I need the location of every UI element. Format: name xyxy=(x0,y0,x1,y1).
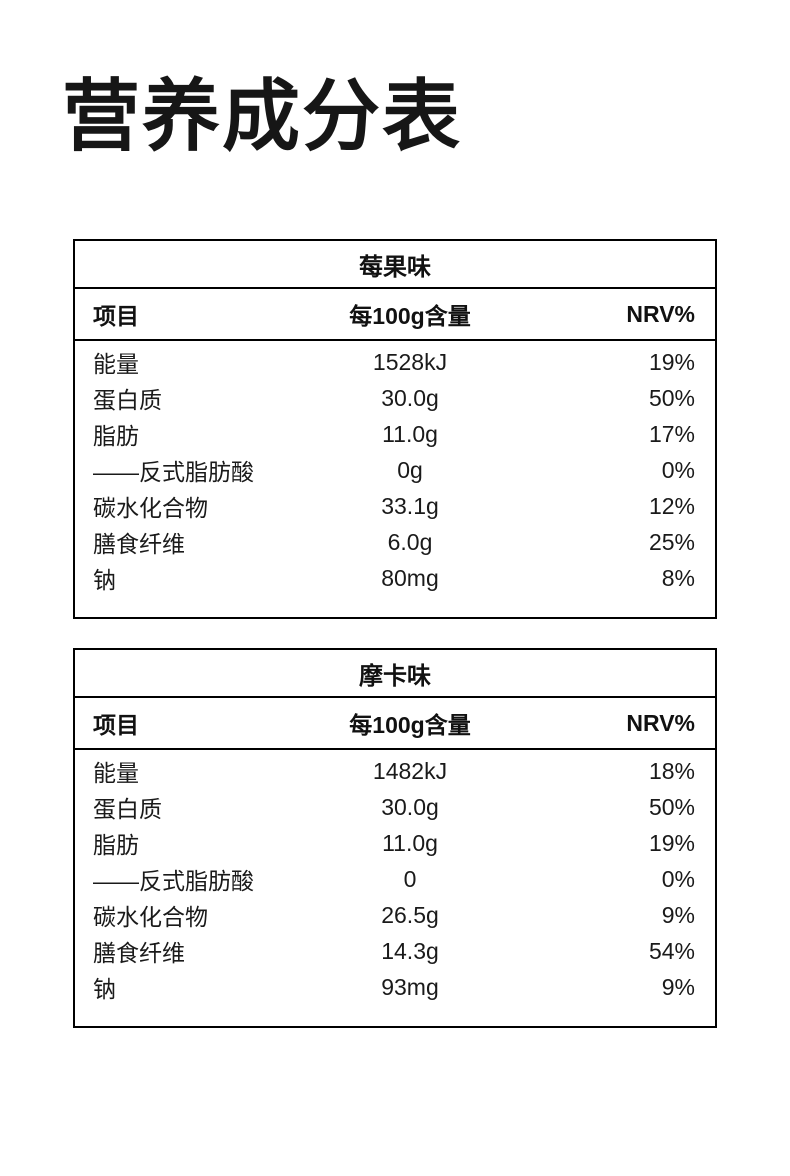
row-nrv: 25% xyxy=(648,528,695,555)
row-label: 能量 xyxy=(93,760,139,786)
flavor-title-berry: 莓果味 xyxy=(75,241,715,289)
row-value: 0g xyxy=(397,456,423,483)
row-value: 11.0g xyxy=(382,829,438,856)
table-row: 钠 93mg 9% xyxy=(75,969,715,1005)
row-label: 蛋白质 xyxy=(93,387,162,413)
row-value: 30.0g xyxy=(381,793,439,820)
table-header-row: 项目 每100g含量 NRV% xyxy=(75,289,715,341)
row-value: 11.0g xyxy=(382,420,438,447)
nutrition-table-mocha: 摩卡味 项目 每100g含量 NRV% 能量 1482kJ 18% 蛋白质 30… xyxy=(73,648,717,1028)
table-row: 钠 80mg 8% xyxy=(75,560,715,596)
row-nrv: 8% xyxy=(661,564,695,591)
nutrition-table-berry: 莓果味 项目 每100g含量 NRV% 能量 1528kJ 19% 蛋白质 30… xyxy=(73,239,717,619)
row-value: 26.5g xyxy=(381,901,439,928)
row-label: 脂肪 xyxy=(93,423,139,449)
row-nrv: 0% xyxy=(661,456,695,483)
table-row: 碳水化合物 33.1g 12% xyxy=(75,488,715,524)
col-header-item: 项目 xyxy=(93,712,139,738)
col-header-per100g: 每100g含量 xyxy=(349,303,471,329)
row-value: 30.0g xyxy=(381,384,439,411)
table-row: 膳食纤维 14.3g 54% xyxy=(75,933,715,969)
row-label: 碳水化合物 xyxy=(93,904,208,930)
row-value: 1528kJ xyxy=(372,348,448,375)
table-row: 能量 1528kJ 19% xyxy=(75,344,715,380)
row-value: 0 xyxy=(403,865,417,892)
table-row: ——反式脂肪酸 0g 0% xyxy=(75,452,715,488)
row-nrv: 18% xyxy=(648,757,695,784)
table-row: 膳食纤维 6.0g 25% xyxy=(75,524,715,560)
flavor-title-mocha: 摩卡味 xyxy=(75,650,715,698)
table-row: 脂肪 11.0g 19% xyxy=(75,825,715,861)
table-body: 能量 1482kJ 18% 蛋白质 30.0g 50% 脂肪 11.0g 19%… xyxy=(75,750,715,1026)
table-row: 碳水化合物 26.5g 9% xyxy=(75,897,715,933)
table-row: 蛋白质 30.0g 50% xyxy=(75,380,715,416)
page-title: 营养成分表 xyxy=(62,72,463,160)
row-nrv: 19% xyxy=(648,829,695,856)
row-nrv: 9% xyxy=(661,901,695,928)
row-label: 蛋白质 xyxy=(93,796,162,822)
row-nrv: 12% xyxy=(648,492,695,519)
row-nrv: 9% xyxy=(661,973,695,1000)
col-header-nrv: NRV% xyxy=(626,709,695,736)
row-label: 钠 xyxy=(93,567,116,593)
table-row: 脂肪 11.0g 17% xyxy=(75,416,715,452)
row-label: 膳食纤维 xyxy=(93,940,185,966)
table-header-row: 项目 每100g含量 NRV% xyxy=(75,698,715,750)
col-header-item: 项目 xyxy=(93,303,139,329)
row-value: 33.1g xyxy=(381,492,439,519)
table-row: 蛋白质 30.0g 50% xyxy=(75,789,715,825)
row-label: 碳水化合物 xyxy=(93,495,208,521)
row-value: 1482kJ xyxy=(372,757,448,784)
table-row: ——反式脂肪酸 0 0% xyxy=(75,861,715,897)
row-value: 80mg xyxy=(381,564,439,591)
row-value: 6.0g xyxy=(387,528,433,555)
table-body: 能量 1528kJ 19% 蛋白质 30.0g 50% 脂肪 11.0g 17%… xyxy=(75,341,715,617)
col-header-nrv: NRV% xyxy=(626,300,695,327)
row-label: 膳食纤维 xyxy=(93,531,185,557)
row-value: 14.3g xyxy=(381,937,439,964)
col-header-per100g: 每100g含量 xyxy=(349,712,471,738)
row-nrv: 0% xyxy=(661,865,695,892)
row-nrv: 50% xyxy=(648,384,695,411)
row-label: 钠 xyxy=(93,976,116,1002)
row-label: 脂肪 xyxy=(93,832,139,858)
row-nrv: 50% xyxy=(648,793,695,820)
row-nrv: 54% xyxy=(648,937,695,964)
row-value: 93mg xyxy=(381,973,439,1000)
row-nrv: 19% xyxy=(648,348,695,375)
row-label: ——反式脂肪酸 xyxy=(93,868,254,894)
row-label: ——反式脂肪酸 xyxy=(93,459,254,485)
table-row: 能量 1482kJ 18% xyxy=(75,753,715,789)
row-nrv: 17% xyxy=(648,420,695,447)
row-label: 能量 xyxy=(93,351,139,377)
